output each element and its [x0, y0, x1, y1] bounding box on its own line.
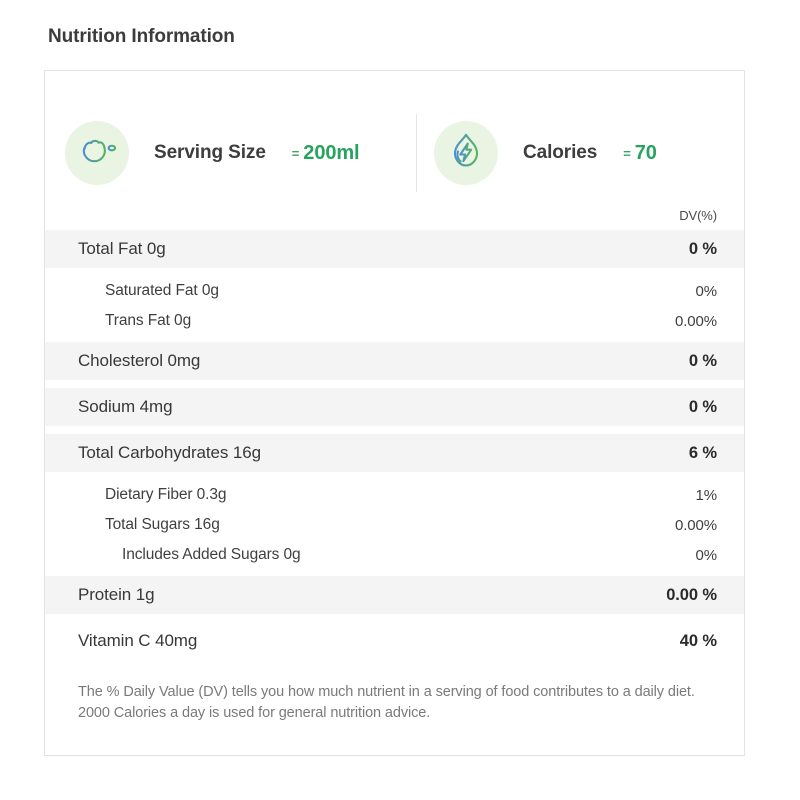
table-row: Sodium 4mg 0 %: [45, 388, 744, 426]
calories-value: 70: [634, 141, 657, 164]
nutrient-dv-value: 6 %: [688, 443, 717, 462]
serving-size-value-wrap: = 200ml: [292, 142, 360, 165]
nutrient-label: Vitamin C 40mg: [78, 631, 198, 650]
calories-value-wrap: = 70: [623, 142, 657, 165]
nutrient-label: Protein 1g: [78, 585, 155, 604]
nutrient-dv-value: 0.00%: [674, 312, 717, 330]
nutrient-dv-value: 0 %: [688, 351, 717, 370]
nutrition-table: Total Fat 0g 0 % Saturated Fat 0g 0% Tra…: [45, 230, 744, 660]
table-row: Total Carbohydrates 16g 6 %: [45, 434, 744, 472]
nutrient-label: Cholesterol 0mg: [78, 351, 201, 370]
nutrient-label: Total Sugars 16g: [105, 516, 220, 533]
nutrient-label: Total Fat 0g: [78, 239, 166, 258]
nutrient-label: Sodium 4mg: [78, 397, 173, 416]
serving-size-label: Serving Size: [154, 142, 266, 163]
table-row: Trans Fat 0g 0.00%: [45, 306, 744, 336]
summary-divider: [416, 114, 417, 192]
calories-icon-circle: [434, 121, 498, 185]
nutrient-label: Trans Fat 0g: [105, 312, 192, 329]
nutrient-dv-value: 0 %: [688, 397, 717, 416]
nutrient-dv-value: 0 %: [688, 239, 717, 258]
table-row: Includes Added Sugars 0g 0%: [45, 540, 744, 570]
calories-label: Calories: [523, 142, 598, 163]
nutrient-dv-value: 0.00%: [674, 516, 717, 534]
nutrient-label: Dietary Fiber 0.3g: [105, 486, 227, 503]
dv-percent-column-header: DV(%): [679, 208, 717, 223]
flame-energy-icon: [445, 130, 487, 177]
nutrient-dv-value: 0.00 %: [666, 585, 717, 604]
daily-value-footnote: The % Daily Value (DV) tells you how muc…: [78, 684, 695, 722]
equals-sign: =: [623, 145, 631, 161]
table-row: Vitamin C 40mg 40 %: [45, 622, 744, 660]
serving-icon-circle: [65, 121, 129, 185]
calories-summary: Calories = 70: [417, 121, 744, 185]
nutrient-label: Includes Added Sugars 0g: [122, 546, 301, 563]
measuring-cup-icon: [76, 130, 118, 177]
nutrient-dv-value: 0%: [695, 282, 718, 300]
nutrient-dv-value: 40 %: [679, 631, 717, 650]
nutrient-dv-value: 0%: [695, 546, 718, 564]
serving-size-summary: Serving Size = 200ml: [45, 121, 416, 185]
summary-section: Serving Size = 200ml: [45, 114, 744, 192]
table-row: Cholesterol 0mg 0 %: [45, 342, 744, 380]
page-title: Nutrition Information: [48, 26, 235, 47]
nutrition-card: Serving Size = 200ml: [44, 70, 745, 756]
table-row: Protein 1g 0.00 %: [45, 576, 744, 614]
equals-sign: =: [291, 145, 300, 161]
table-row: Total Sugars 16g 0.00%: [45, 510, 744, 540]
table-row: Saturated Fat 0g 0%: [45, 276, 744, 306]
serving-size-value: 200ml: [303, 141, 360, 164]
nutrient-label: Total Carbohydrates 16g: [78, 443, 261, 462]
table-row: Dietary Fiber 0.3g 1%: [45, 480, 744, 510]
table-row: Total Fat 0g 0 %: [45, 230, 744, 268]
nutrient-label: Saturated Fat 0g: [105, 282, 219, 299]
nutrient-dv-value: 1%: [695, 486, 718, 504]
